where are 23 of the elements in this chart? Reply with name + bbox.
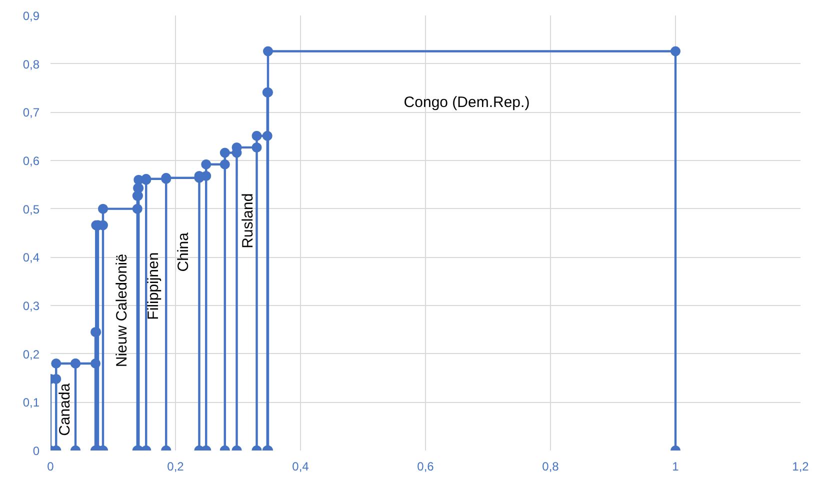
y-tick-label: 0,8 <box>22 57 40 72</box>
x-tick-label: 0,2 <box>167 460 184 474</box>
y-tick-label: 0,3 <box>22 299 40 313</box>
y-tick-label: 0 <box>32 444 40 458</box>
y-tick-label: 0,6 <box>22 154 40 168</box>
x-tick-label: 1,2 <box>792 460 810 474</box>
annotation: Filippijnen <box>144 252 162 320</box>
y-tick-label: 0,1 <box>22 396 40 410</box>
y-tick-label: 0,5 <box>22 202 40 216</box>
annotation: Canada <box>56 382 74 436</box>
x-tick-label: 1 <box>672 460 680 474</box>
y-tick-label: 0,4 <box>22 250 40 265</box>
annotation: China <box>174 232 192 272</box>
x-tick-label: 0,8 <box>542 460 560 474</box>
y-tick-label: 0,7 <box>22 106 40 120</box>
x-tick-label: 0,6 <box>417 460 434 474</box>
x-tick-label: 0,4 <box>292 460 310 474</box>
x-tick-label: 0 <box>47 460 54 474</box>
annotation: Rusland <box>239 193 256 248</box>
y-tick-label: 0,9 <box>22 9 40 23</box>
annotation: Congo (Dem.Rep.) <box>404 94 530 111</box>
y-tick-label: 0,2 <box>22 347 40 362</box>
annotation: Nieuw Caledonië <box>113 254 130 368</box>
